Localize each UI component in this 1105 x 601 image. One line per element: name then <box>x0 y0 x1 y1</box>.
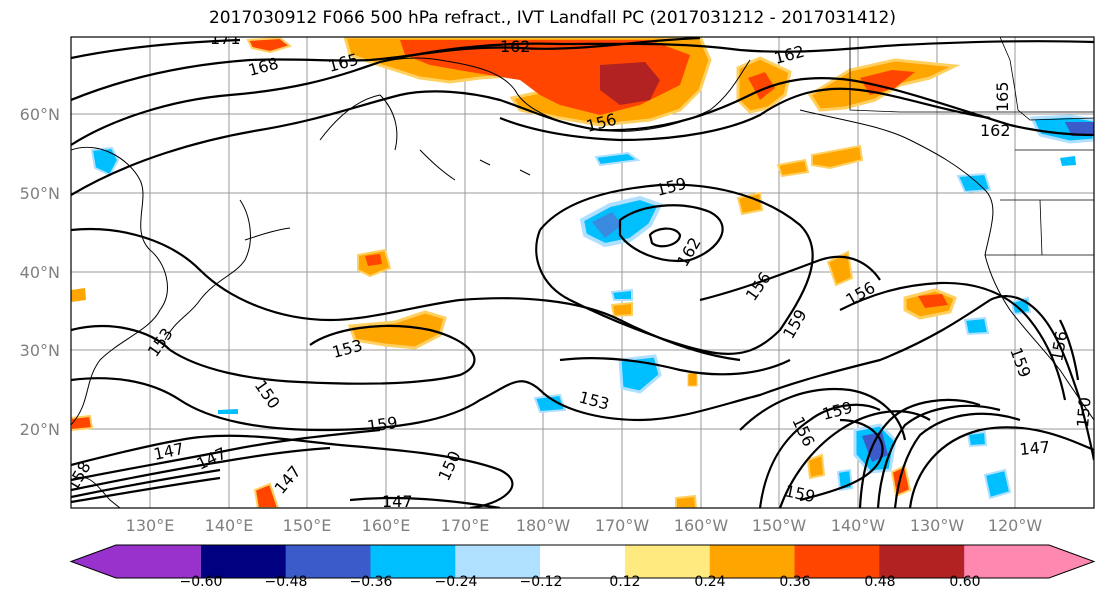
map-title: 2017030912 F066 500 hPa refract., IVT La… <box>208 8 896 28</box>
contour-label: 147 <box>382 492 413 511</box>
lon-label: 150°W <box>752 516 807 535</box>
lon-label: 130°E <box>126 516 175 535</box>
longitude-labels: 130°E 140°E 150°E 160°E 170°E 180°W 170°… <box>126 516 1043 535</box>
colorbar-segment <box>540 545 626 578</box>
colorbar-segment <box>370 545 456 578</box>
contour-label: 162 <box>500 37 531 56</box>
colorbar-segment <box>455 545 541 578</box>
lon-label: 130°W <box>910 516 965 535</box>
lon-label: 140°E <box>205 516 254 535</box>
height-contours <box>71 37 1094 508</box>
colorbar-segment <box>709 545 796 578</box>
colorbar-outline <box>69 544 1096 579</box>
lon-label: 140°W <box>831 516 886 535</box>
lon-label: 180°W <box>516 516 571 535</box>
colorbar <box>69 544 1096 579</box>
lat-label: 20°N <box>20 420 60 439</box>
lon-label: 170°W <box>595 516 650 535</box>
colorbar-segment <box>285 545 371 578</box>
colorbar-tick-label: −0.36 <box>350 574 393 590</box>
lat-label: 40°N <box>20 263 60 282</box>
colorbar-segment <box>200 545 287 578</box>
colorbar-ticks: −0.60 −0.48 −0.36 −0.24 −0.12 0.12 0.24 … <box>180 574 981 590</box>
contour-label: 150 <box>1073 396 1095 428</box>
lat-label: 50°N <box>20 184 60 203</box>
contour-label: 171 <box>210 29 241 48</box>
colorbar-tick-label: 0.60 <box>949 574 980 590</box>
lon-label: 150°E <box>283 516 332 535</box>
colorbar-segment <box>964 545 1094 578</box>
contour-label: 159 <box>366 413 399 436</box>
lon-label: 120°W <box>988 516 1043 535</box>
colorbar-tick-label: 0.36 <box>779 574 810 590</box>
colorbar-tick-label: −0.48 <box>265 574 308 590</box>
map-frame <box>70 36 1095 509</box>
contour-label: 162 <box>980 121 1011 140</box>
lon-label: 170°E <box>441 516 490 535</box>
lat-label: 30°N <box>20 341 60 360</box>
colorbar-tick-label: −0.60 <box>180 574 223 590</box>
colorbar-segment <box>71 545 201 578</box>
colorbar-tick-label: −0.24 <box>435 574 478 590</box>
lat-label: 60°N <box>20 105 60 124</box>
colorbar-segment <box>794 545 880 578</box>
latitude-labels: 60°N 50°N 40°N 30°N 20°N <box>20 105 60 439</box>
coastlines <box>71 37 1094 508</box>
lon-label: 160°W <box>674 516 729 535</box>
lon-label: 160°E <box>362 516 411 535</box>
contour-label: 165 <box>993 81 1012 112</box>
colorbar-tick-label: 0.12 <box>609 574 640 590</box>
contour-label: 147 <box>1019 437 1051 459</box>
colorbar-segment <box>879 545 965 578</box>
colorbar-tick-label: −0.12 <box>520 574 563 590</box>
colorbar-tick-label: 0.24 <box>694 574 725 590</box>
colorbar-tick-label: 0.48 <box>864 574 895 590</box>
colorbar-segment <box>624 545 711 578</box>
